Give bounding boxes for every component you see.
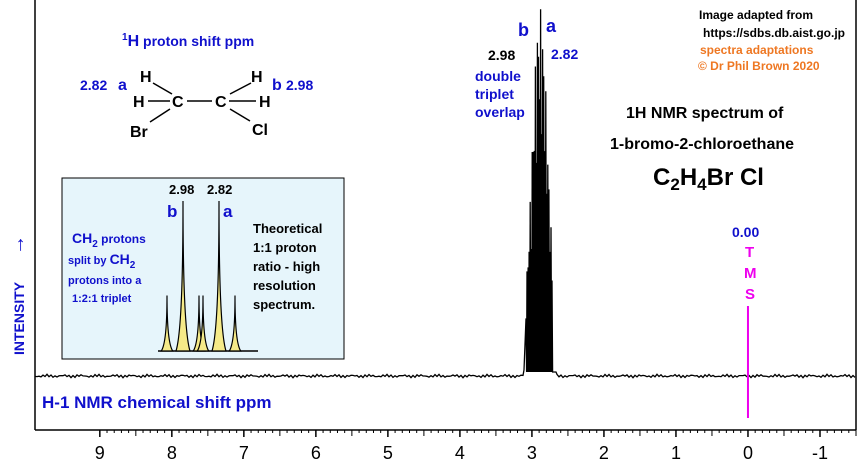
inset-peak xyxy=(211,200,227,352)
formula-c-count: 2 xyxy=(670,175,679,194)
molecular-formula: C2H4Br Cl xyxy=(653,164,764,194)
inset-peak xyxy=(228,295,242,352)
tms-letter-m: M xyxy=(744,265,757,282)
inset-peak xyxy=(160,295,174,352)
x-tick-label: 1 xyxy=(671,443,681,463)
x-axis-label: H-1 NMR chemical shift ppm xyxy=(42,393,272,412)
atom-c-right: C xyxy=(215,94,227,111)
inset-explain-2: split by CH2 xyxy=(68,251,136,271)
theory-inset: 2.98 2.82 b a Theoretical 1:1 proton rat… xyxy=(61,177,345,360)
atom-c-left: C xyxy=(172,94,184,111)
atom-h-top-right: H xyxy=(251,69,263,86)
x-tick-label: 6 xyxy=(311,443,321,463)
explain-2-pre: split by xyxy=(68,255,110,267)
structure-left-label: a xyxy=(118,77,127,94)
peak-b-shift: 2.98 xyxy=(488,47,515,63)
peak-note-1: double xyxy=(475,68,521,84)
inset-b-shift: 2.98 xyxy=(169,182,194,197)
x-tick-label: 4 xyxy=(455,443,465,463)
inset-explain-1: CH2 protons xyxy=(72,230,146,250)
molecule-structure: 1H proton shift ppm 2.82 a b 2.98 H H H … xyxy=(80,32,313,141)
x-tick-label: 0 xyxy=(743,443,753,463)
x-tick-label: 3 xyxy=(527,443,537,463)
y-axis-arrow: → xyxy=(7,235,29,255)
inset-explain-3: protons into a xyxy=(68,275,142,287)
explain-1-ch: CH xyxy=(72,230,92,246)
inset-note-2: 1:1 proton xyxy=(253,240,317,255)
inset-b-label: b xyxy=(167,202,177,221)
explain-2-ch: CH xyxy=(110,251,130,267)
credit-line-2: https://sdbs.db.aist.go.jp xyxy=(703,26,845,40)
y-axis-label-group: INTENSITY → xyxy=(7,235,29,355)
credit-line-1: Image adapted from xyxy=(699,8,813,22)
inset-note-4: resolution xyxy=(253,278,316,293)
inset-peaks xyxy=(160,200,242,352)
y-axis-label: INTENSITY xyxy=(11,281,27,355)
inset-peak xyxy=(196,295,210,352)
bond-c-cl xyxy=(229,108,251,122)
bond-c-br xyxy=(149,108,171,123)
credit-line-3: spectra adaptations xyxy=(700,43,814,57)
formula-h-count: 4 xyxy=(697,175,707,194)
inset-a-shift: 2.82 xyxy=(207,182,232,197)
inset-peak xyxy=(175,200,191,352)
explain-1-rest: protons xyxy=(98,232,146,246)
formula-h: H xyxy=(680,164,697,191)
tms-letter-t: T xyxy=(745,244,754,261)
atom-br: Br xyxy=(130,124,148,141)
x-tick-label: -1 xyxy=(812,443,828,463)
explain-1-n: 2 xyxy=(92,239,98,250)
tms-letter-s: S xyxy=(745,286,755,303)
bond-c-h-top-left xyxy=(152,82,173,95)
peak-note-3: overlap xyxy=(475,104,525,120)
inset-note-1: Theoretical xyxy=(253,221,322,236)
peak-a-shift: 2.82 xyxy=(551,46,578,62)
structure-caption: 1H proton shift ppm xyxy=(122,32,254,50)
inset-explain-4: 1:2:1 triplet xyxy=(72,293,132,305)
chart-title: 1H NMR spectrum of xyxy=(626,105,784,122)
atom-h-top-left: H xyxy=(140,69,152,86)
atom-cl: Cl xyxy=(252,122,268,139)
x-tick-label: 5 xyxy=(383,443,393,463)
bond-c-h-top-right xyxy=(229,82,252,95)
structure-right-label: b xyxy=(272,77,282,94)
structure-right-shift: 2.98 xyxy=(286,77,313,93)
inset-note-3: ratio - high xyxy=(253,259,320,274)
x-tick-label: 8 xyxy=(167,443,177,463)
inset-note-5: spectrum. xyxy=(253,297,315,312)
x-tick-label: 9 xyxy=(95,443,105,463)
formula-c: C xyxy=(653,164,670,191)
tms-shift: 0.00 xyxy=(732,224,759,240)
caption-sup: 1 xyxy=(122,32,128,43)
chart-subtitle: 1-bromo-2-chloroethane xyxy=(610,136,794,153)
inset-a-label: a xyxy=(223,202,233,221)
x-axis-ticks: 9 8 7 6 5 4 3 2 1 0 -1 xyxy=(95,430,857,463)
peak-note-2: triplet xyxy=(475,86,514,102)
spectrum-trace xyxy=(34,9,856,379)
x-tick-label: 2 xyxy=(599,443,609,463)
caption-h: H xyxy=(128,33,140,50)
structure-left-shift: 2.82 xyxy=(80,77,107,93)
credit-line-4: © Dr Phil Brown 2020 xyxy=(698,59,820,73)
atom-h-right: H xyxy=(259,94,271,111)
peak-b-label: b xyxy=(518,20,529,40)
formula-rest: Br Cl xyxy=(707,164,764,191)
explain-2-n: 2 xyxy=(130,260,136,271)
caption-rest: proton shift ppm xyxy=(139,33,254,49)
atom-h-left: H xyxy=(133,94,145,111)
peak-a-label: a xyxy=(546,16,557,36)
x-tick-label: 7 xyxy=(239,443,249,463)
